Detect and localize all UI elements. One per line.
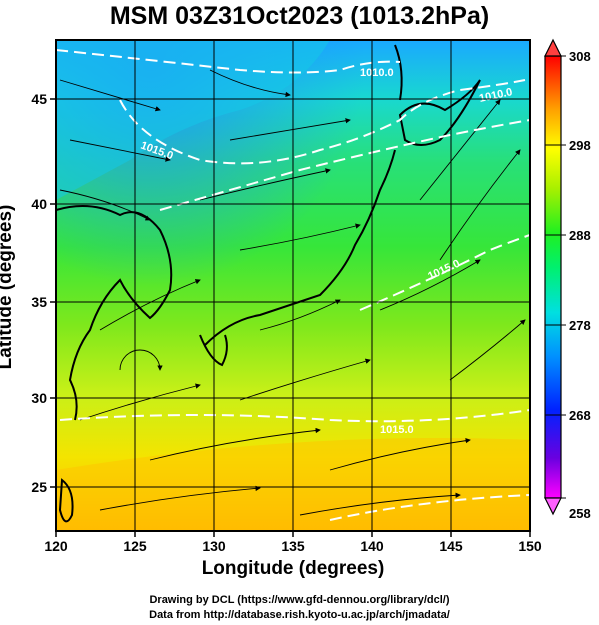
streamline [229,118,351,141]
map-title: MSM 03Z31Oct2023 (1013.2hPa) [109,2,490,30]
streamline [259,299,341,331]
coastline-hokkaido [398,79,481,146]
streamline [79,383,201,421]
colorbar-tick-label: 268 [569,408,591,423]
colorbar-tick-label: 288 [569,228,591,243]
y-tick-label: 35 [31,294,47,310]
y-tick-label: 25 [31,479,47,495]
streamline [199,168,331,201]
streamline [59,79,161,112]
x-tick-label: 150 [518,538,542,554]
y-tick-label: 30 [31,390,47,406]
coastline-honshu [204,149,396,346]
colorbar-top-arrow [544,38,562,57]
streamline [419,99,501,201]
streamline [299,492,461,516]
streamline [449,319,526,381]
colorbar: 308 298 288 278 268 258 [544,38,591,521]
coastline-sakhalin [394,44,403,101]
streamline [119,349,163,371]
streamline [149,427,321,461]
isobars [56,49,530,521]
colorbar-tick-label: 278 [569,318,591,333]
x-tick-label: 140 [360,538,384,554]
x-axis-label: Longitude (degrees) [201,558,385,579]
streamline [59,189,151,221]
x-tick-label: 125 [123,538,147,554]
isobar-line [119,79,526,165]
coastline-korea-china [56,205,173,421]
y-tick-label: 45 [31,91,47,107]
streamline [439,149,521,261]
streamline [69,139,171,162]
x-tick-label: 135 [281,538,305,554]
credit-dcl: Drawing by DCL (https://www.gfd-dennou.o… [149,594,450,606]
isobar-line [59,409,530,423]
gridlines [56,40,530,531]
isobar-label: 1010.0 [360,67,394,79]
x-axis: 120 125 130 135 140 145 150 [44,531,542,554]
y-axis-label: Latitude (degrees) [0,204,16,370]
streamline [329,437,471,471]
colorbar-tick-label: 308 [569,49,591,64]
streamline [209,69,291,98]
colorbar-tick-label: 258 [569,506,591,521]
credit-data-source: Data from http://database.rish.kyoto-u.a… [149,609,450,621]
streamline [239,223,361,251]
x-tick-label: 130 [202,538,226,554]
y-tick-label: 40 [31,196,47,212]
coastline-kyushu [199,334,228,367]
streamline [379,259,481,311]
streamline [239,358,371,401]
isobar-line [359,234,530,311]
x-tick-label: 145 [439,538,463,554]
coastlines [56,44,481,523]
streamline [99,485,261,511]
streamlines [59,69,526,516]
coastline-taiwan [58,478,74,523]
streamline [99,279,201,331]
isobar-line [329,494,530,521]
colorbar-bottom-arrow [544,497,562,516]
x-tick-label: 120 [44,538,68,554]
colorbar-tick-label: 298 [569,138,591,153]
isobar-line [159,119,530,211]
isobar-line [56,49,401,74]
isobar-label: 1015.0 [380,424,414,436]
y-axis: 25 30 35 40 45 [31,91,56,495]
